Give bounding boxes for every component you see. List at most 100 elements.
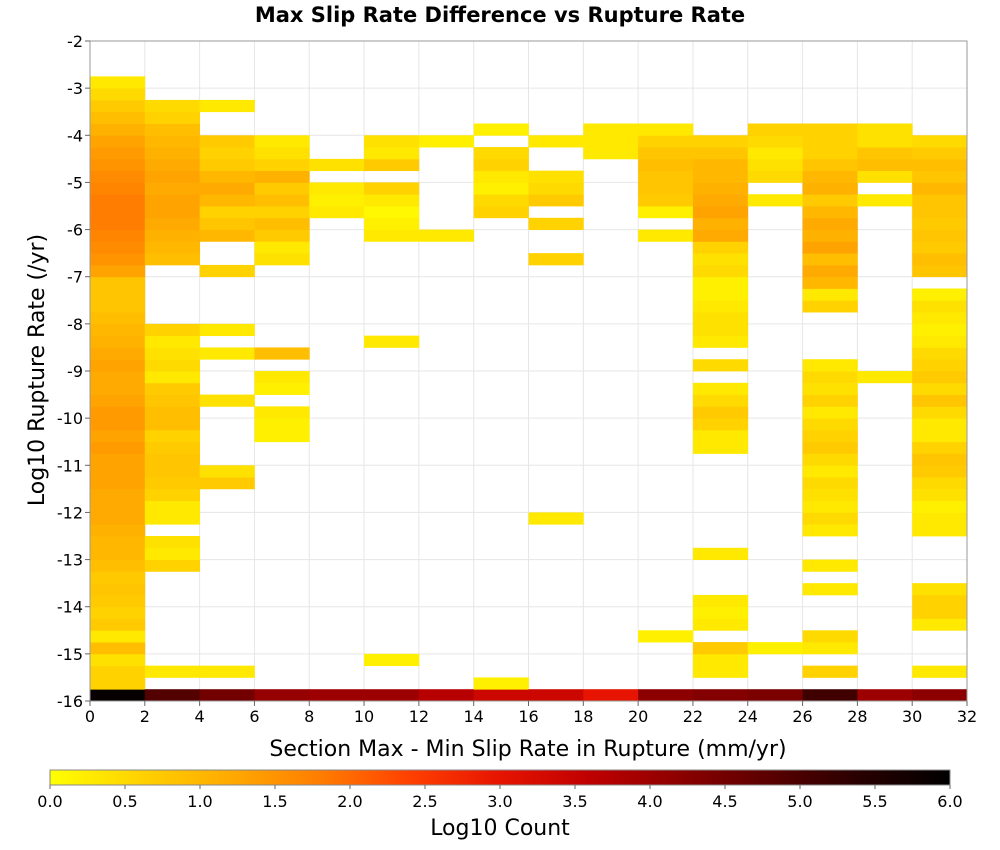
heatmap-cell — [90, 347, 146, 360]
x-axis-title: Section Max - Min Slip Rate in Rupture (… — [269, 737, 786, 762]
heatmap-cell — [144, 206, 201, 219]
heatmap-cell — [199, 665, 255, 678]
x-tick-label: 2 — [140, 707, 150, 726]
heatmap-cell — [528, 217, 584, 230]
heatmap-cell — [90, 677, 146, 690]
heatmap-cell — [473, 170, 529, 183]
heatmap-cell — [473, 123, 529, 136]
heatmap-cell — [747, 689, 803, 702]
colorbar-label: Log10 Count — [430, 816, 570, 841]
colorbar-tick-label: 4.5 — [712, 792, 737, 811]
heatmap-cell — [912, 170, 968, 183]
heatmap-cell — [90, 206, 146, 219]
heatmap-cell — [90, 182, 146, 195]
heatmap-cell — [90, 335, 146, 348]
y-tick-label: -7 — [67, 268, 83, 287]
heatmap-cell — [90, 382, 146, 395]
x-tick-label: 12 — [409, 707, 429, 726]
heatmap-cell — [254, 206, 310, 219]
heatmap-cell — [144, 111, 201, 124]
heatmap-cell — [254, 406, 310, 419]
heatmap-cell — [912, 182, 968, 195]
heatmap-cell — [90, 689, 146, 702]
y-tick-label: -13 — [57, 551, 83, 570]
colorbar-tick-label: 5.0 — [787, 792, 812, 811]
heatmap-cell — [144, 241, 201, 254]
heatmap-cell — [692, 606, 749, 619]
heatmap-cell — [254, 170, 310, 183]
heatmap-cell — [254, 371, 310, 384]
heatmap-cell — [144, 382, 201, 395]
colorbar-tick-label: 0.5 — [112, 792, 137, 811]
heatmap-cell — [254, 382, 310, 395]
heatmap-cell — [638, 206, 694, 219]
heatmap-cell — [144, 147, 201, 160]
heatmap-cell — [90, 653, 146, 667]
heatmap-cell — [90, 288, 146, 301]
heatmap-cell — [254, 135, 310, 148]
heatmap-cell — [638, 194, 694, 207]
y-tick-label: -2 — [67, 32, 83, 51]
heatmap-cell — [418, 135, 475, 148]
heatmap-cell — [912, 477, 968, 490]
heatmap-cell — [747, 123, 803, 136]
heatmap-cell — [912, 594, 968, 608]
colorbar-tick-label: 3.5 — [562, 792, 587, 811]
colorbar-tick-label: 1.5 — [262, 792, 287, 811]
heatmap-cell — [144, 512, 201, 525]
heatmap-cell — [692, 335, 749, 348]
heatmap-cell — [692, 253, 749, 266]
heatmap-cell — [692, 229, 749, 242]
heatmap-cell — [692, 547, 749, 560]
heatmap-cell — [528, 182, 584, 195]
heatmap-cell — [528, 135, 584, 148]
heatmap-cell — [90, 606, 146, 619]
heatmap-cell — [692, 323, 749, 337]
heatmap-cell — [912, 300, 968, 313]
heatmap-cell — [309, 689, 365, 702]
heatmap-cell — [638, 182, 694, 195]
heatmap-cell — [857, 123, 913, 136]
heatmap-cell — [802, 500, 858, 513]
heatmap-cell — [199, 477, 255, 490]
heatmap-cell — [144, 465, 201, 478]
heatmap-cell — [90, 170, 146, 183]
heatmap-cell — [912, 241, 968, 254]
heatmap-cell — [802, 253, 858, 266]
heatmap-cell — [692, 206, 749, 219]
heatmap-cell — [802, 441, 858, 454]
colorbar-tick-label: 6.0 — [937, 792, 962, 811]
heatmap-cell — [802, 217, 858, 230]
heatmap-cell — [638, 123, 694, 136]
heatmap-cell — [90, 253, 146, 266]
heatmap-cell — [912, 312, 968, 325]
heatmap-cell — [802, 394, 858, 407]
heatmap-cell — [802, 406, 858, 419]
heatmap-cell — [692, 147, 749, 160]
heatmap-cell — [692, 194, 749, 207]
heatmap-cell — [309, 194, 365, 207]
heatmap-cell — [912, 264, 968, 278]
heatmap-cell — [747, 158, 803, 172]
heatmap-cell — [144, 194, 201, 207]
heatmap-cell — [692, 429, 749, 443]
heatmap-cell — [90, 123, 146, 136]
heatmap-cell — [144, 347, 201, 360]
heatmap-cell — [90, 88, 146, 101]
heatmap-cell — [583, 135, 639, 148]
heatmap-cell — [802, 642, 858, 655]
heatmap-cell — [912, 288, 968, 301]
heatmap-cell — [364, 147, 420, 160]
heatmap-cell — [90, 500, 146, 513]
heatmap-cell — [528, 253, 584, 266]
heatmap-cell — [802, 135, 858, 148]
heatmap-cell — [692, 288, 749, 301]
heatmap-cell — [747, 642, 803, 655]
x-axis-ticks: 0 2 4 6 8 10 12 14 16 18 20 22 24 26 28 30 32 — [85, 701, 977, 726]
heatmap-cell — [90, 665, 146, 678]
heatmap-cell — [254, 229, 310, 242]
x-tick-label: 22 — [683, 707, 703, 726]
y-tick-label: -11 — [57, 456, 83, 475]
heatmap-cell — [802, 559, 858, 572]
